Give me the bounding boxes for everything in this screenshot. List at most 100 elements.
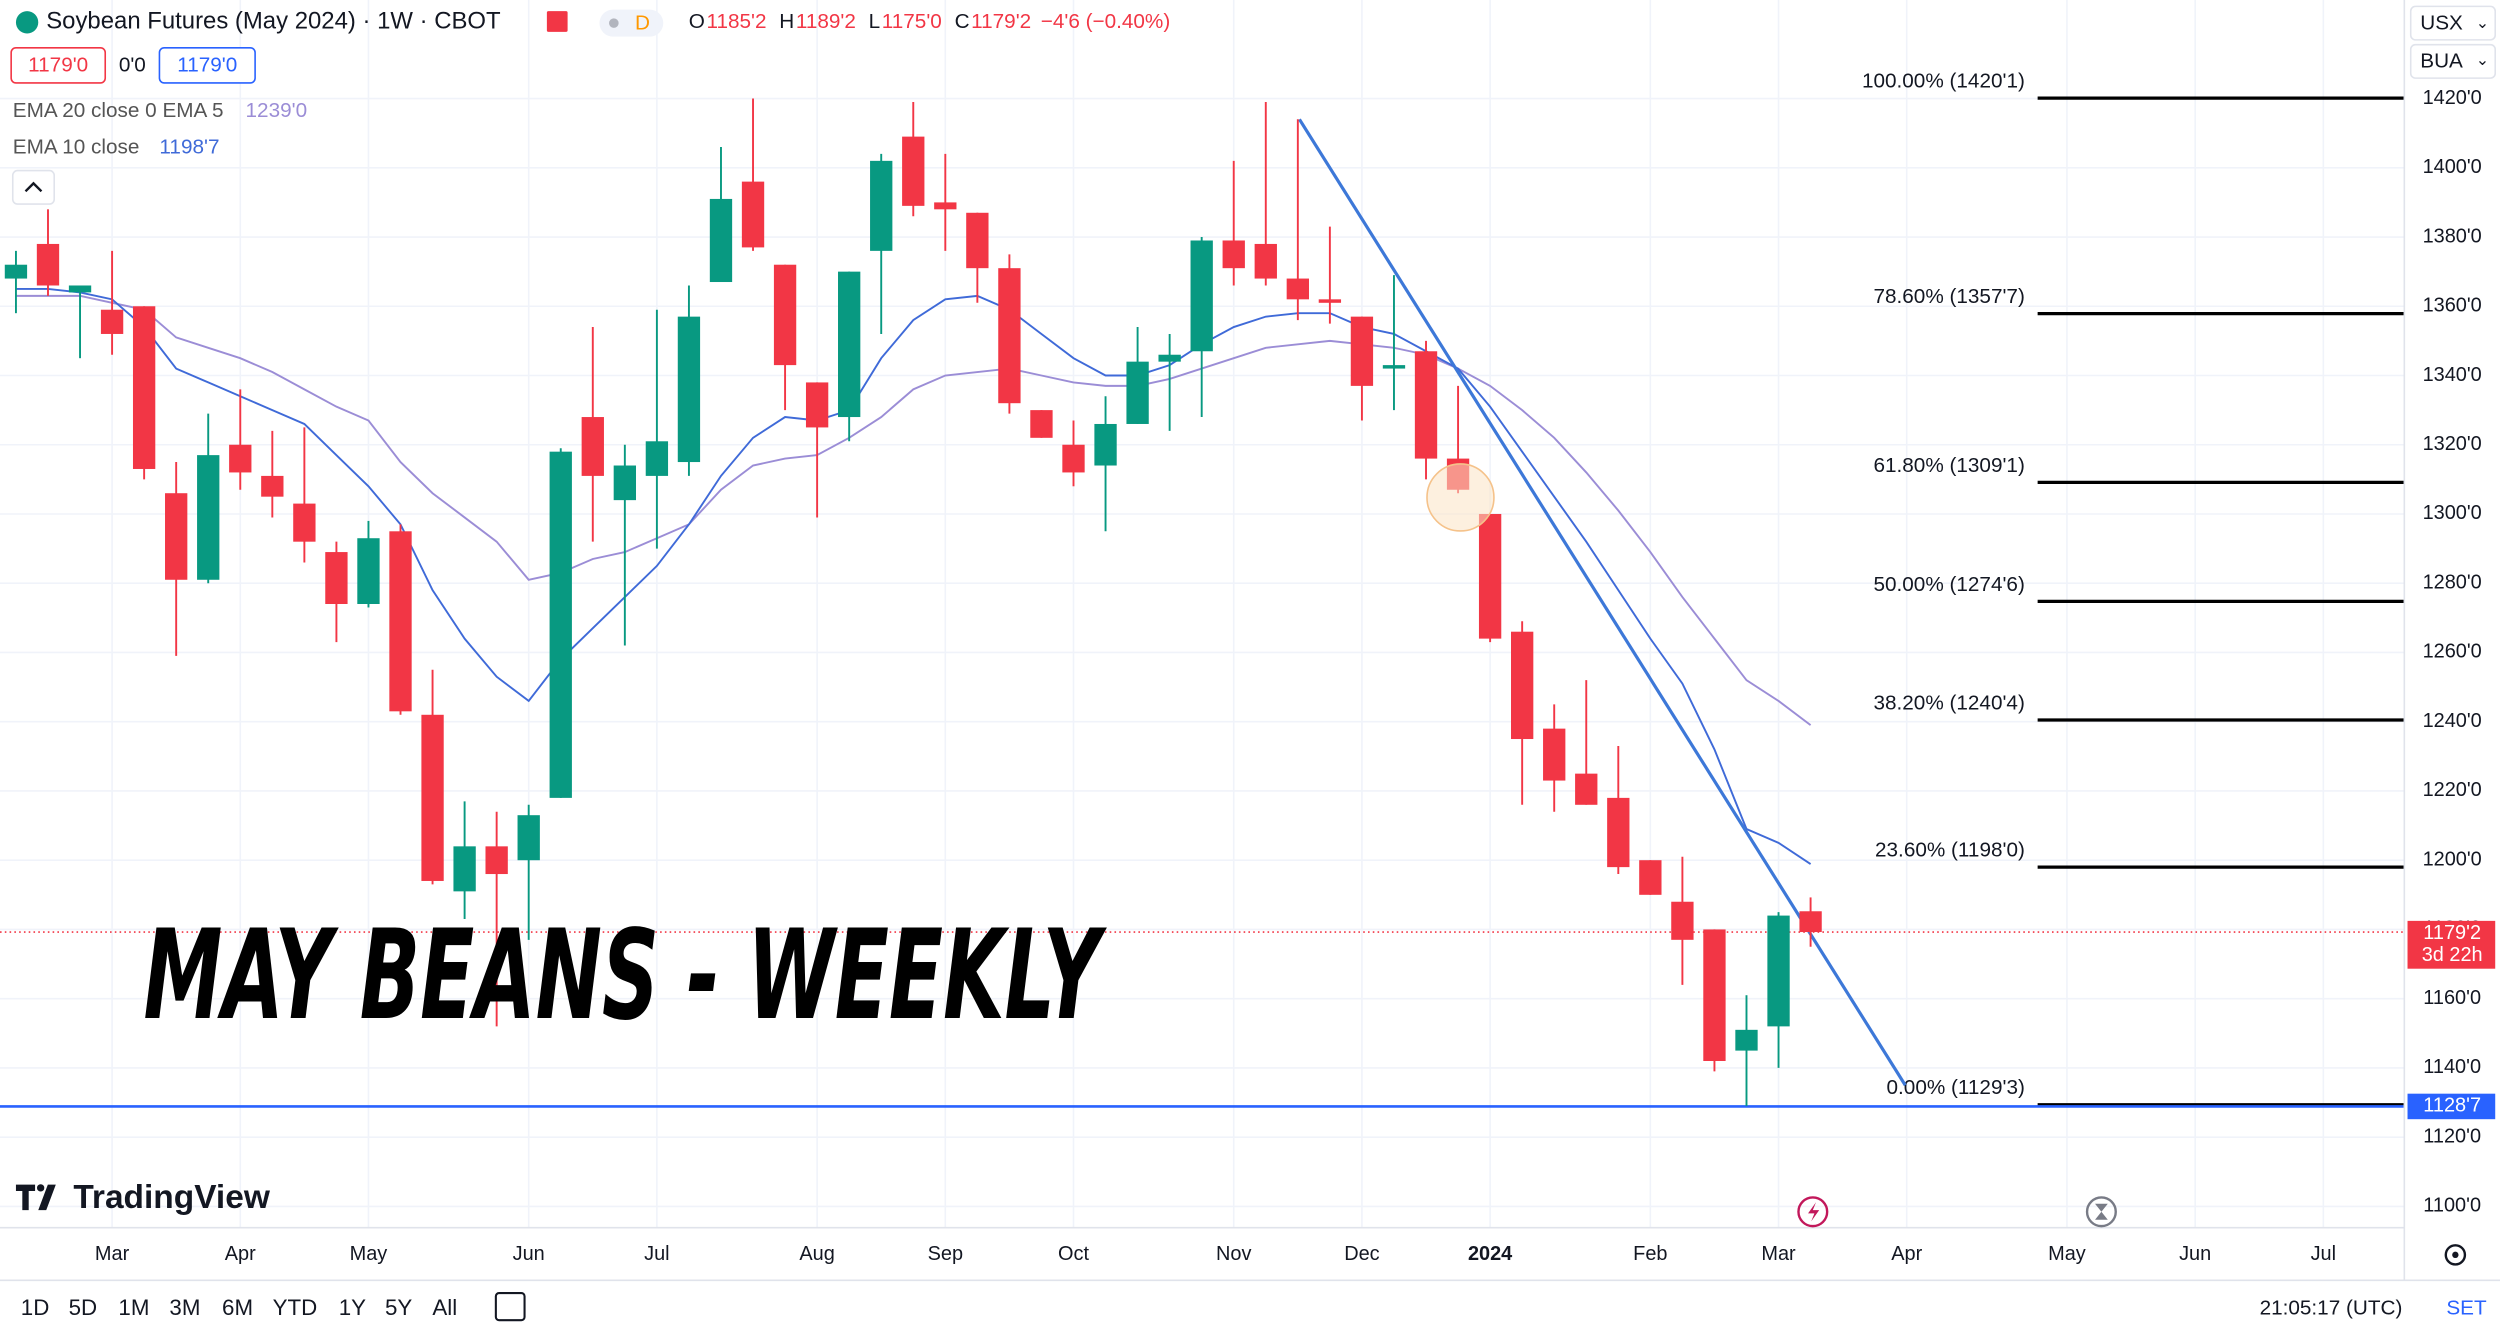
- dropdown-arrow: ⌄: [2476, 15, 2489, 32]
- timeframe-button[interactable]: All: [432, 1295, 457, 1320]
- candle-body: [1703, 929, 1726, 1061]
- candle-body: [934, 202, 957, 210]
- candle-body: [1671, 901, 1694, 940]
- y-tick-label: 1340'0: [2423, 364, 2482, 386]
- y-tick-label: 1220'0: [2423, 779, 2482, 801]
- date-range-icon[interactable]: [494, 1292, 526, 1322]
- settings-icon-dot: [2452, 1251, 2459, 1259]
- y-tick-label: 1140'0: [2423, 1056, 2481, 1078]
- fib-label: 50.00% (1274'6): [1873, 573, 2024, 596]
- candle-body: [1607, 797, 1630, 868]
- candle-body: [1382, 365, 1406, 369]
- dropdown-arrow: ⌄: [2476, 52, 2489, 69]
- timeframe-button[interactable]: 3M: [169, 1295, 200, 1320]
- collapse-button[interactable]: [11, 169, 56, 205]
- symbol-title: Soybean Futures (May 2024) · 1W · CBOT: [46, 8, 501, 35]
- candle-body: [1575, 773, 1598, 805]
- x-tick-label: Mar: [1761, 1243, 1796, 1265]
- candle-body: [645, 441, 669, 476]
- y-tick-label: 1280'0: [2423, 571, 2482, 593]
- y-tick-label: 1100'0: [2423, 1195, 2481, 1217]
- candle-body: [741, 181, 765, 248]
- candle-body: [1639, 860, 1662, 895]
- flag-icon[interactable]: [546, 11, 568, 32]
- fib-label: 61.80% (1309'1): [1873, 454, 2024, 477]
- badge-pill: [599, 9, 664, 37]
- y-tick-label: 1360'0: [2423, 295, 2482, 317]
- x-tick-label: Apr: [225, 1243, 256, 1265]
- hourglass-icon[interactable]: [2085, 1196, 2117, 1228]
- price-label-box: [2407, 1093, 2496, 1120]
- candle-body: [998, 268, 1021, 404]
- x-tick-label: Mar: [95, 1243, 130, 1265]
- candle-body: [4, 264, 28, 279]
- candle-body: [1158, 354, 1181, 362]
- settings-icon[interactable]: [2444, 1244, 2467, 1266]
- x-tick-label: Jul: [2311, 1243, 2336, 1265]
- hourglass-glyph: [2095, 1203, 2108, 1220]
- candle-body: [325, 552, 348, 604]
- x-tick-label: Feb: [1633, 1243, 1667, 1265]
- timeframe-button[interactable]: 5D: [69, 1295, 98, 1320]
- x-tick-label: Sep: [928, 1243, 963, 1265]
- x-tick-label: Jun: [513, 1243, 545, 1265]
- settings-label[interactable]: SET: [2446, 1297, 2487, 1320]
- timeframe-button[interactable]: 5Y: [385, 1295, 412, 1320]
- candle-body: [870, 160, 893, 251]
- y-tick-label: 1260'0: [2423, 641, 2482, 663]
- sell-box[interactable]: [10, 47, 107, 84]
- candle-body: [1318, 299, 1342, 303]
- chevron-icon: [24, 181, 43, 193]
- price-label: 1179'2: [2423, 922, 2481, 944]
- ohlc-key: O: [689, 10, 705, 33]
- timeframe-button[interactable]: 6M: [222, 1295, 253, 1320]
- candle-body: [68, 285, 92, 293]
- unit-label: BUA: [2420, 50, 2463, 73]
- symbol-icon: [15, 11, 39, 34]
- candle-body: [1799, 911, 1822, 933]
- candle-body: [581, 417, 604, 476]
- y-tick-label: 1380'0: [2423, 225, 2482, 247]
- x-tick-label: Dec: [1344, 1243, 1379, 1265]
- buy-box[interactable]: [158, 47, 256, 84]
- ema-line: [15, 294, 1812, 726]
- candle-body: [1414, 351, 1438, 459]
- lightning-icon[interactable]: [1797, 1196, 1829, 1228]
- candle-body: [1286, 278, 1309, 300]
- y-tick-label: 1320'0: [2423, 433, 2482, 455]
- timeframe-button[interactable]: 1Y: [339, 1295, 366, 1320]
- candle-body: [1222, 240, 1245, 269]
- candle-body: [773, 264, 797, 366]
- logo-text: TradingView: [73, 1179, 270, 1216]
- x-tick-label: Apr: [1891, 1243, 1922, 1265]
- countdown-label: 3d 22h: [2422, 944, 2483, 966]
- candle-body: [229, 444, 252, 473]
- candle-body: [36, 243, 60, 286]
- y-tick-label: 1160'0: [2423, 987, 2481, 1009]
- lightning-glyph: [1808, 1202, 1820, 1222]
- candle-body: [261, 475, 284, 497]
- candle-body: [966, 212, 989, 269]
- currency-select[interactable]: [2409, 5, 2497, 41]
- y-tick-label: 1200'0: [2423, 848, 2482, 870]
- price-label-box: [2407, 920, 2496, 969]
- indicator-value: 1198'7: [159, 136, 219, 159]
- y-tick-label: 1400'0: [2423, 156, 2482, 178]
- unit-select[interactable]: [2409, 43, 2497, 79]
- x-tick-label: May: [350, 1243, 388, 1265]
- clock: 21:05:17 (UTC): [2260, 1297, 2403, 1320]
- candle-body: [1350, 316, 1374, 386]
- y-tick-label: 1120'0: [2423, 1125, 2481, 1147]
- ohlc-change: −4'6 (−0.40%): [1041, 10, 1171, 33]
- candle-body: [1190, 240, 1213, 352]
- timeframe-button[interactable]: 1M: [118, 1295, 149, 1320]
- timeframe-button[interactable]: 1D: [21, 1295, 50, 1320]
- candle-body: [165, 493, 188, 580]
- candle-body: [1543, 728, 1566, 781]
- logo-icon-dot: [36, 1184, 45, 1192]
- highlight-marker: [1426, 463, 1495, 532]
- y-tick-label: 1240'0: [2423, 710, 2482, 732]
- timeframe-button[interactable]: YTD: [273, 1295, 318, 1320]
